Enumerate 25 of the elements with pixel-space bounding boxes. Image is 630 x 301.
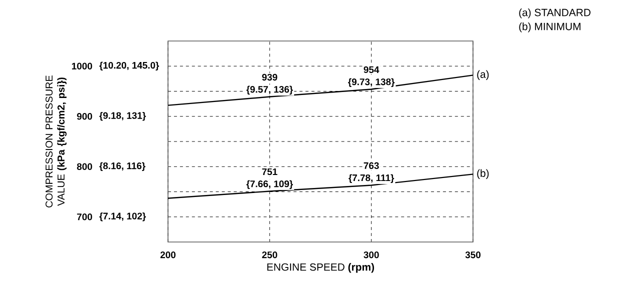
x-tick-label: 250 [262, 251, 278, 258]
text: {10.20, 145.0} [99, 62, 160, 71]
text: {7.14, 102} [99, 212, 146, 222]
x-tick-label: 300 [364, 251, 379, 258]
x-tick-label: 200 [160, 251, 176, 258]
text: (b) MINIMUM [519, 22, 580, 32]
text: {9.18, 131} [99, 112, 146, 121]
text: (a) STANDARD [519, 8, 590, 18]
data-label: 954 [364, 66, 380, 74]
annotation: {7.78, 111} [348, 174, 394, 184]
data-label: 763 [364, 162, 379, 170]
x-axis-title: ENGINE SPEED (rpm) [267, 263, 374, 273]
x-tick-label: 350 [465, 251, 481, 258]
data-label: 939 [262, 74, 278, 81]
y-tick-label: 800 [76, 163, 92, 170]
series-label: (a) [477, 70, 489, 80]
y-tick-label: 700 [77, 214, 92, 220]
annotation: {9.73, 138} [348, 78, 395, 88]
y-tick-label: 900 [77, 113, 92, 120]
y-tick-label: 1000 [72, 62, 92, 70]
annotation: {7.66, 109} [246, 180, 293, 190]
series-label: (b) [477, 169, 489, 180]
data-label: 751 [262, 168, 278, 176]
annotation: {9.57, 136} [246, 86, 293, 95]
text: {8.16, 116} [99, 162, 146, 172]
